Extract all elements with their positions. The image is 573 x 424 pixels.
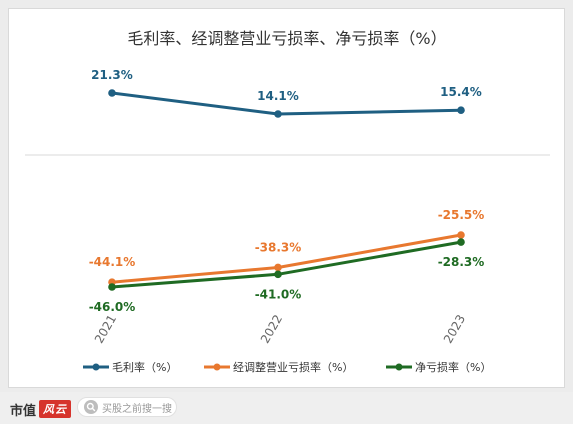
data-label: 14.1% bbox=[257, 89, 299, 103]
data-label: -44.1% bbox=[89, 255, 136, 269]
data-point bbox=[108, 89, 116, 97]
legend-marker bbox=[213, 363, 221, 371]
search-icon bbox=[84, 400, 98, 414]
legend-marker bbox=[92, 363, 100, 371]
legend-marker bbox=[395, 363, 403, 371]
x-tick-label: 2021 bbox=[92, 312, 119, 345]
data-label: 21.3% bbox=[91, 68, 133, 82]
data-label: -41.0% bbox=[255, 287, 302, 301]
data-point bbox=[457, 106, 465, 115]
legend-label: 经调整营业亏损率（%） bbox=[233, 360, 353, 374]
chart-title: 毛利率、经调整营业亏损率、净亏损率（%） bbox=[127, 29, 446, 48]
brand-seal: 风云 bbox=[39, 400, 72, 418]
data-point bbox=[274, 270, 282, 279]
brand-logo: 市值 风云 bbox=[10, 399, 72, 419]
search-box[interactable]: 买股之前搜一搜 bbox=[77, 397, 177, 417]
search-placeholder: 买股之前搜一搜 bbox=[102, 403, 172, 415]
data-label: -25.5% bbox=[438, 208, 485, 222]
data-label: -38.3% bbox=[255, 240, 302, 254]
footer-bar: 市值 风云 买股之前搜一搜 bbox=[0, 392, 573, 424]
x-tick-label: 2023 bbox=[441, 312, 468, 345]
data-label: 15.4% bbox=[440, 85, 482, 99]
data-point bbox=[457, 238, 465, 246]
legend: 毛利率（%） 经调整营业亏损率（%） 净亏损率（%） bbox=[83, 360, 491, 374]
legend-label: 毛利率（%） bbox=[112, 360, 177, 374]
legend-label: 净亏损率（%） bbox=[415, 360, 491, 374]
data-point bbox=[108, 283, 116, 291]
data-label: -28.3% bbox=[438, 255, 485, 269]
data-point bbox=[274, 110, 282, 118]
x-axis: 2021 2022 2023 bbox=[92, 312, 468, 345]
data-point bbox=[457, 231, 465, 239]
plot-area: 21.3% 14.1% 15.4% -44.1% -38.3% -25.5% -46.0% -… bbox=[89, 68, 485, 314]
x-tick-label: 2022 bbox=[258, 312, 285, 345]
brand-text: 市值 bbox=[10, 403, 37, 419]
chart: 毛利率、经调整营业亏损率、净亏损率（%） 21.3% 14.1% 15.4% -44.… bbox=[25, 29, 550, 374]
data-label: -46.0% bbox=[89, 300, 136, 314]
data-point bbox=[274, 263, 282, 272]
chart-card: 毛利率、经调整营业亏损率、净亏损率（%） 21.3% 14.1% 15.4% -44.… bbox=[8, 8, 565, 388]
